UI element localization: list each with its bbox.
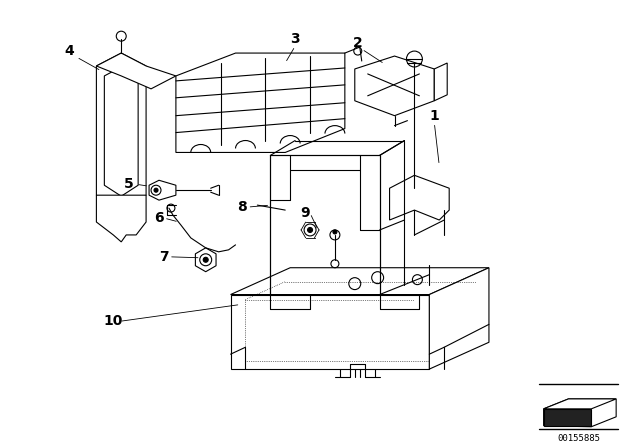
Circle shape	[333, 230, 337, 234]
Polygon shape	[543, 399, 616, 409]
Text: 4: 4	[65, 44, 74, 58]
Polygon shape	[97, 195, 146, 242]
Text: 10: 10	[104, 314, 123, 328]
Polygon shape	[104, 67, 138, 196]
Text: 2: 2	[353, 36, 363, 50]
Polygon shape	[543, 409, 591, 426]
Text: 7: 7	[159, 250, 169, 264]
Polygon shape	[176, 53, 345, 152]
Polygon shape	[230, 294, 429, 369]
Text: 3: 3	[291, 32, 300, 46]
Text: 9: 9	[300, 206, 310, 220]
Polygon shape	[435, 63, 447, 101]
Text: 00155885: 00155885	[557, 434, 600, 443]
Polygon shape	[97, 53, 176, 89]
Polygon shape	[355, 56, 435, 116]
Polygon shape	[230, 268, 489, 294]
Polygon shape	[195, 248, 216, 271]
Text: 5: 5	[124, 177, 134, 191]
Polygon shape	[543, 399, 616, 427]
Polygon shape	[149, 180, 176, 200]
Circle shape	[154, 188, 158, 192]
Polygon shape	[390, 175, 449, 220]
Text: 8: 8	[237, 200, 247, 214]
Circle shape	[204, 257, 208, 262]
Text: 1: 1	[429, 109, 439, 123]
Polygon shape	[429, 268, 489, 369]
Polygon shape	[97, 53, 146, 212]
Text: 6: 6	[154, 211, 164, 225]
Circle shape	[308, 228, 312, 233]
